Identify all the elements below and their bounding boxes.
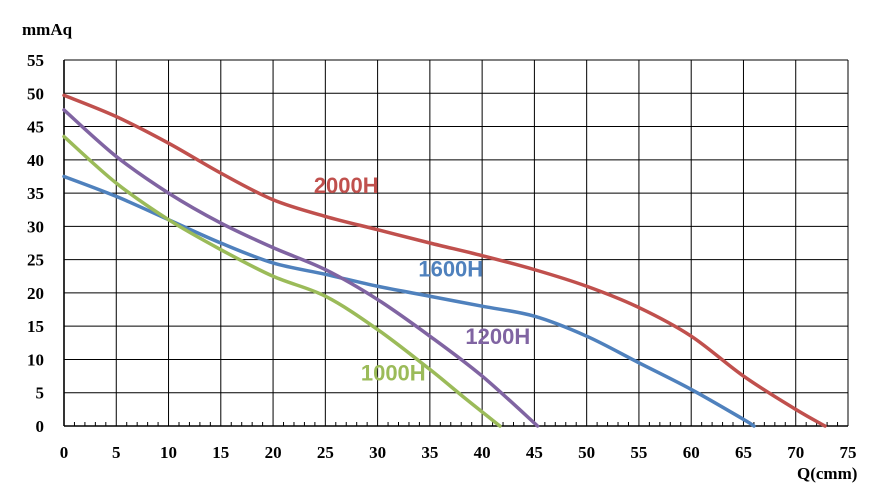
x-tick-labels: 0 5 10 15 20 25 30 35 40 45 50 55 60 65 70 75 bbox=[60, 443, 857, 462]
series-line-1000H bbox=[62, 134, 502, 428]
y-tick-label-50: 50 bbox=[27, 84, 44, 103]
minor-ticks bbox=[73, 422, 839, 426]
series-label-1000H: 1000H bbox=[361, 361, 426, 386]
y-tick-labels: 0 5 10 15 20 25 30 35 40 45 50 55 bbox=[27, 51, 44, 436]
x-tick-label-75: 75 bbox=[840, 443, 857, 462]
series-line-2000H bbox=[62, 93, 827, 428]
y-tick-label-15: 15 bbox=[27, 317, 44, 336]
x-tick-label-60: 60 bbox=[683, 443, 700, 462]
y-tick-label-5: 5 bbox=[36, 384, 45, 403]
x-tick-label-5: 5 bbox=[112, 443, 121, 462]
y-axis-title: mmAq bbox=[22, 20, 73, 39]
series-lines bbox=[62, 93, 827, 428]
series-line-1600H bbox=[62, 174, 756, 428]
x-tick-label-30: 30 bbox=[369, 443, 386, 462]
x-tick-label-50: 50 bbox=[578, 443, 595, 462]
x-tick-label-55: 55 bbox=[630, 443, 647, 462]
x-tick-label-10: 10 bbox=[160, 443, 177, 462]
x-tick-label-0: 0 bbox=[60, 443, 69, 462]
y-tick-label-0: 0 bbox=[36, 417, 45, 436]
y-tick-label-45: 45 bbox=[27, 118, 44, 137]
series-label-2000H: 2000H bbox=[314, 173, 379, 198]
y-tick-label-25: 25 bbox=[27, 251, 44, 270]
x-axis-title: Q(cmm) bbox=[797, 464, 857, 483]
grid-lines bbox=[63, 59, 849, 427]
y-tick-label-35: 35 bbox=[27, 184, 44, 203]
y-tick-label-10: 10 bbox=[27, 350, 44, 369]
y-tick-label-20: 20 bbox=[27, 284, 44, 303]
series-line-1200H bbox=[62, 108, 540, 428]
x-tick-label-35: 35 bbox=[421, 443, 438, 462]
series-labels: 2000H 1600H 1200H 1000H bbox=[314, 173, 530, 386]
y-tick-label-30: 30 bbox=[27, 217, 44, 236]
x-tick-label-65: 65 bbox=[735, 443, 752, 462]
x-tick-label-70: 70 bbox=[787, 443, 804, 462]
y-tick-label-55: 55 bbox=[27, 51, 44, 70]
series-label-1200H: 1200H bbox=[465, 324, 530, 349]
x-tick-label-40: 40 bbox=[474, 443, 491, 462]
x-tick-label-45: 45 bbox=[526, 443, 543, 462]
x-tick-label-25: 25 bbox=[317, 443, 334, 462]
x-tick-label-20: 20 bbox=[265, 443, 282, 462]
series-label-1600H: 1600H bbox=[418, 256, 483, 281]
x-tick-label-15: 15 bbox=[212, 443, 229, 462]
y-tick-label-40: 40 bbox=[27, 151, 44, 170]
